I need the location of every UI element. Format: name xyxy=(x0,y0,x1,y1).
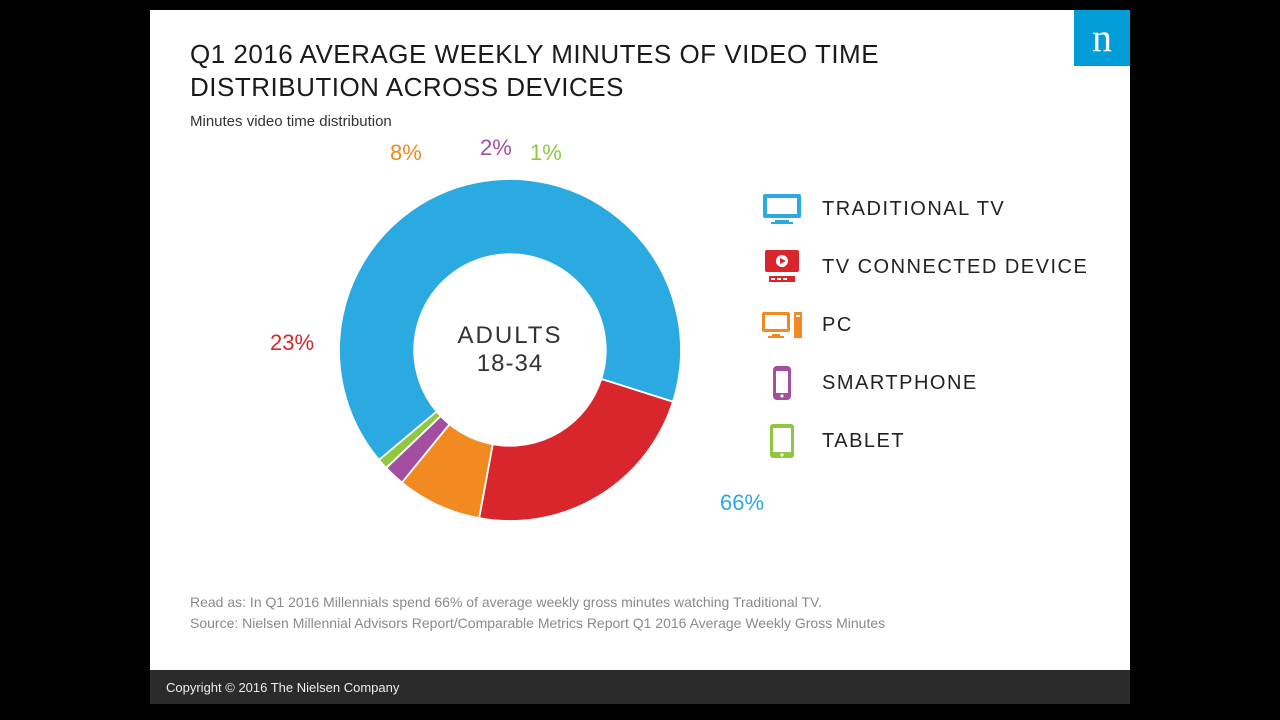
donut-chart: ADULTS 18-34 66%23%8%2%1% xyxy=(320,160,700,540)
legend-item-pc: PC xyxy=(760,306,1100,344)
phone-icon xyxy=(760,364,804,402)
legend-item-tablet: TABLET xyxy=(760,422,1100,460)
footnote-source: Source: Nielsen Millennial Advisors Repo… xyxy=(190,613,1090,634)
legend-item-traditional_tv: TRADITIONAL TV xyxy=(760,190,1100,228)
legend-label-smartphone: SMARTPHONE xyxy=(822,372,978,395)
donut-svg xyxy=(330,170,690,530)
legend: TRADITIONAL TV TV CONNECTED DEVICE PC xyxy=(760,190,1100,480)
slice-label-tablet: 1% xyxy=(530,140,562,166)
legend-label-tablet: TABLET xyxy=(822,430,905,453)
nielsen-logo-badge: n xyxy=(1074,10,1130,66)
slice-label-traditional_tv: 66% xyxy=(720,490,764,516)
slice-label-pc: 8% xyxy=(390,140,422,166)
infographic-card: n Q1 2016 AVERAGE WEEKLY MINUTES OF VIDE… xyxy=(150,10,1130,670)
donut-slice-tv_connected_device xyxy=(479,379,673,521)
pc-icon xyxy=(760,306,804,344)
copyright-bar: Copyright © 2016 The Nielsen Company xyxy=(150,670,1130,704)
legend-label-tv_connected_device: TV CONNECTED DEVICE xyxy=(822,256,1088,279)
legend-item-smartphone: SMARTPHONE xyxy=(760,364,1100,402)
chart-title: Q1 2016 AVERAGE WEEKLY MINUTES OF VIDEO … xyxy=(190,38,1050,103)
connected-icon xyxy=(760,248,804,286)
legend-label-traditional_tv: TRADITIONAL TV xyxy=(822,198,1005,221)
title-block: Q1 2016 AVERAGE WEEKLY MINUTES OF VIDEO … xyxy=(190,38,1050,130)
tablet-icon xyxy=(760,422,804,460)
chart-subtitle: Minutes video time distribution xyxy=(190,113,1050,130)
slice-label-tv_connected_device: 23% xyxy=(270,330,314,356)
slice-label-smartphone: 2% xyxy=(480,135,512,161)
copyright-text: Copyright © 2016 The Nielsen Company xyxy=(166,680,399,695)
footnote-readas: Read as: In Q1 2016 Millennials spend 66… xyxy=(190,592,1090,613)
tv-icon xyxy=(760,190,804,228)
legend-item-tv_connected_device: TV CONNECTED DEVICE xyxy=(760,248,1100,286)
footnote: Read as: In Q1 2016 Millennials spend 66… xyxy=(190,592,1090,634)
legend-label-pc: PC xyxy=(822,314,853,337)
nielsen-logo-letter: n xyxy=(1092,15,1112,60)
